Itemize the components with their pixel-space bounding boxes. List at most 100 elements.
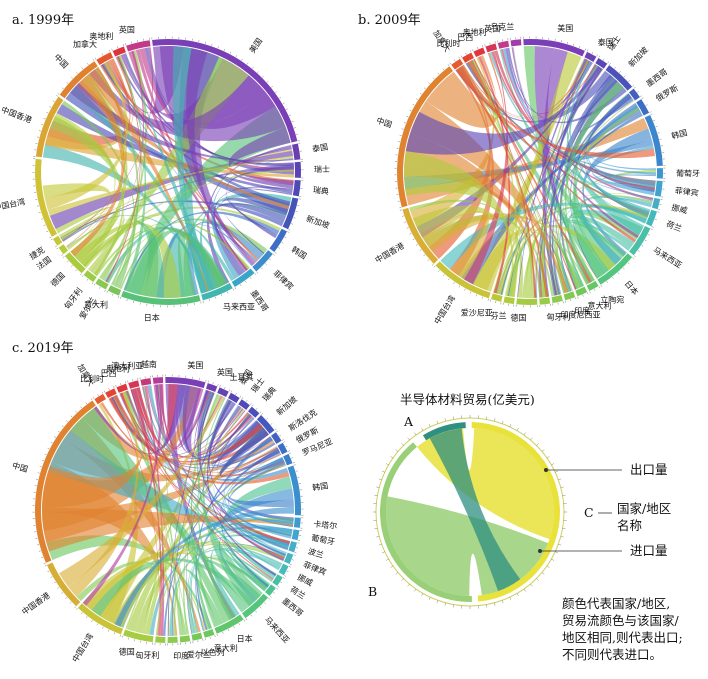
country-label: 瑞典 (260, 385, 278, 404)
ribbon-马来西亚-中国香港 (42, 144, 204, 294)
ribbon-德国-日本 (74, 222, 182, 298)
arc-中国台湾 (435, 261, 491, 299)
arc-爱尔兰 (179, 635, 191, 643)
legend-tick (551, 558, 555, 561)
legend-tick (551, 463, 555, 466)
legend-tick (541, 449, 545, 452)
ribbon-越南-中国台湾 (82, 384, 163, 606)
ribbon-美国-瑞士 (175, 384, 244, 455)
tick-mark (627, 262, 630, 265)
panel-a-title: a. 1999年 (12, 13, 74, 28)
arc-波兰 (288, 541, 297, 553)
ribbons (42, 45, 294, 299)
tick-mark (233, 626, 235, 629)
tick-mark (269, 595, 272, 598)
arc-中国香港 (46, 562, 81, 607)
tick-mark (612, 276, 614, 279)
tick-mark (101, 391, 104, 394)
ribbon-荷兰-菲律宾 (591, 182, 656, 213)
arc-芬兰 (503, 296, 515, 305)
arc-中国香港 (402, 207, 439, 264)
country-label: 瑞士 (314, 164, 330, 174)
tick-mark (295, 470, 298, 472)
tick-mark (489, 42, 491, 45)
tick-mark (640, 95, 643, 97)
ribbon-英国-匈牙利 (88, 50, 145, 270)
ribbons (404, 46, 656, 298)
legend-teal-ribbon (429, 428, 521, 592)
arc-葡萄牙 (656, 168, 663, 179)
ribbon-泰国-中国台湾 (49, 150, 293, 230)
ribbon-葡萄牙-卡塔尔 (230, 517, 294, 535)
tick-mark (607, 61, 609, 64)
tick-mark (406, 116, 409, 118)
tick-mark (284, 575, 287, 577)
tick-mark (93, 283, 96, 286)
legend-tick (395, 572, 399, 575)
legend-tick (390, 456, 394, 459)
arc-瑞士 (294, 161, 301, 178)
tick-mark (657, 132, 660, 134)
tick-mark (260, 267, 263, 270)
country-label: 中国香港 (0, 104, 33, 125)
country-label: 新加坡 (305, 213, 331, 230)
tick-mark (50, 238, 53, 241)
arc-瑞士 (595, 57, 608, 69)
tick-mark (240, 284, 242, 287)
tick-mark (614, 66, 616, 69)
country-label: 卡塔尔 (313, 519, 338, 531)
tick-mark (274, 428, 277, 431)
tick-mark (55, 245, 57, 248)
tick-mark (598, 55, 600, 58)
tick-mark (221, 294, 223, 297)
tick-mark (291, 223, 294, 225)
tick-mark (649, 111, 652, 113)
tick-mark (645, 104, 648, 106)
tick-mark (232, 288, 235, 291)
ribbon-美国-墨西哥 (186, 48, 248, 271)
tick-mark (570, 299, 572, 302)
tick-mark (283, 577, 285, 579)
country-label: 美国 (187, 360, 203, 370)
tick-mark (654, 219, 657, 221)
ribbon-墨西哥-新加坡 (576, 79, 634, 132)
arc-中国台湾 (35, 158, 58, 237)
tick-mark (39, 466, 42, 468)
legend-tick (374, 494, 378, 496)
tick-mark (655, 126, 658, 128)
country-label: 马来西亚 (223, 303, 255, 312)
tick-mark (399, 134, 402, 136)
tick-mark (50, 576, 53, 578)
tick-mark (587, 49, 589, 52)
tick-mark (127, 637, 129, 640)
country-label: 意大利 (587, 301, 611, 311)
arc-瑞典 (292, 179, 301, 197)
country-label: 中国香港 (20, 590, 52, 617)
ribbon-日本-墨西哥 (206, 556, 265, 619)
ribbon-中国台湾-加拿大 (44, 61, 128, 210)
arc-奥地利 (485, 43, 498, 53)
tick-mark (214, 635, 216, 638)
country-label: 美国 (247, 36, 264, 55)
country-label: 荷兰 (665, 218, 684, 233)
tick-mark (641, 245, 644, 247)
tick-mark (442, 68, 445, 71)
chord-chart-1999: 美国泰国瑞士瑞典新加坡韩国菲律宾墨西哥马来西亚日本意大利爱尔兰匈牙利德国法国捷克… (0, 24, 331, 322)
tick-mark (416, 98, 418, 100)
tick-mark (46, 112, 49, 114)
tick-mark (598, 286, 601, 289)
ribbon-葡萄牙-波兰 (229, 523, 293, 548)
tick-mark (69, 601, 72, 604)
tick-mark (50, 441, 53, 444)
tick-mark (464, 288, 466, 291)
country-label: 意大利 (84, 300, 108, 310)
tick-mark (433, 265, 436, 268)
tick-mark (47, 570, 50, 573)
tick-mark (112, 293, 114, 296)
tick-mark (61, 592, 64, 594)
ribbon-泰国-瑞典 (230, 146, 294, 189)
arc-美国 (523, 39, 585, 57)
legend-arc-a (422, 422, 466, 441)
tick-mark (223, 48, 225, 51)
legend-tick (486, 604, 488, 608)
